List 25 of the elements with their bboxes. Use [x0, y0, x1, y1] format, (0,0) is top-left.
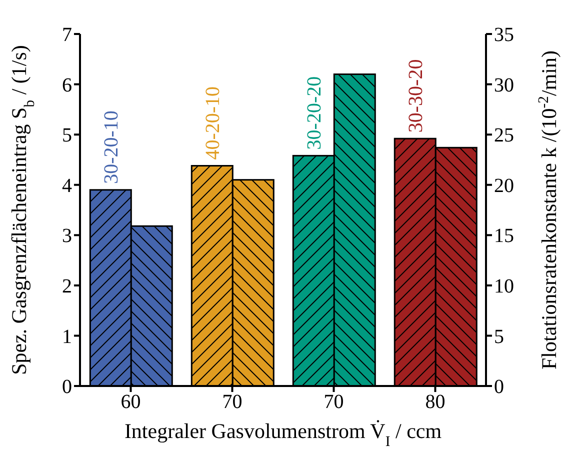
- y-tick-label: 3: [62, 225, 72, 248]
- y2-tick-label: 10: [494, 276, 514, 298]
- x-tick-label: 70: [324, 391, 344, 414]
- y2-tick-label: 35: [494, 24, 514, 46]
- y-tick-label: 4: [62, 174, 72, 197]
- annotation: 30-20-10: [100, 110, 123, 184]
- y-tick-label: 0: [62, 376, 72, 398]
- y2-tick-label: 15: [494, 225, 514, 248]
- y2-tick-label: 20: [494, 174, 514, 197]
- x-axis-title: Integraler Gasvolumenstrom V̇$_{I}$ / ccm: [124, 419, 442, 450]
- x-tick-label: 60: [120, 391, 141, 414]
- y2-tick-label: 5: [494, 326, 504, 348]
- annotation: 30-30-20: [405, 59, 428, 133]
- annotation: 30-20-20: [304, 76, 326, 150]
- y-tick-label: 7: [62, 24, 72, 46]
- y-tick-label: 5: [62, 124, 72, 147]
- annotation: 40-20-10: [202, 86, 224, 160]
- y-tick-label: 1: [62, 326, 72, 348]
- y2-tick-label: 30: [494, 74, 514, 96]
- y-tick-label: 6: [62, 74, 72, 96]
- y-tick-label: 2: [62, 276, 72, 298]
- y2-tick-label: 25: [494, 124, 514, 147]
- y2-tick-label: 0: [494, 376, 504, 398]
- x-tick-label: 80: [425, 391, 446, 414]
- x-tick-label: 70: [222, 391, 242, 414]
